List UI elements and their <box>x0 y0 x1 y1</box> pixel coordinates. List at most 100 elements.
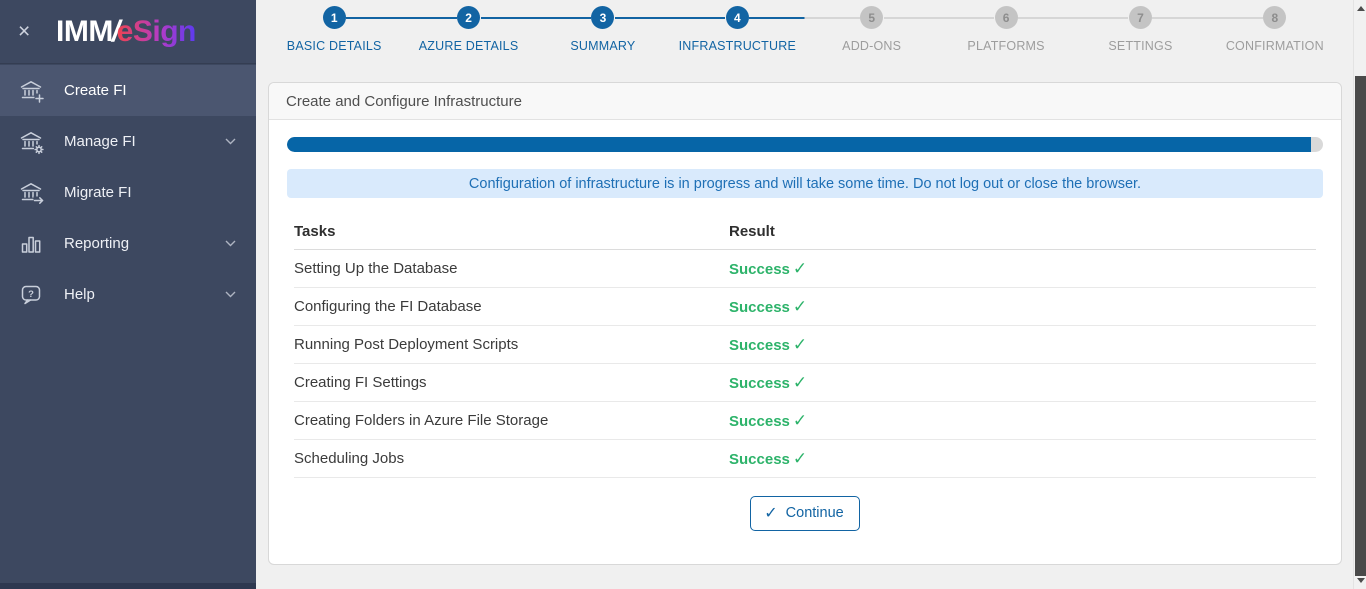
bank-plus-icon <box>18 78 44 104</box>
button-row: ✓ Continue <box>269 496 1341 531</box>
info-alert-message: Configuration of infrastructure is in pr… <box>468 175 1142 192</box>
task-result: Success ✓ <box>729 287 1316 326</box>
table-row: Creating Folders in Azure File Storage S… <box>294 401 1316 440</box>
step-connector <box>614 17 726 19</box>
step-label: SETTINGS <box>1108 39 1173 53</box>
scroll-up-icon[interactable] <box>1357 6 1365 11</box>
step-connector <box>1152 17 1263 19</box>
infrastructure-panel: Create and Configure Infrastructure Conf… <box>268 82 1342 565</box>
step-settings[interactable]: 7 SETTINGS <box>1018 6 1207 62</box>
step-infrastructure[interactable]: 4 INFRASTRUCTURE <box>614 6 804 62</box>
step-number: 4 <box>725 6 749 29</box>
task-result: Success ✓ <box>729 401 1316 440</box>
step-connector <box>749 17 860 19</box>
sidebar-item-manage-fi[interactable]: Manage FI <box>0 116 256 167</box>
logo-slash: / <box>111 14 120 48</box>
step-basic-details[interactable]: 1 BASIC DETAILS <box>267 6 401 62</box>
task-result: Success ✓ <box>729 249 1316 288</box>
table-row: Creating FI Settings Success ✓ <box>294 363 1316 402</box>
table-header-row: Tasks Result <box>294 217 1316 250</box>
check-icon: ✓ <box>792 410 808 430</box>
sidebar-item-migrate-fi[interactable]: Migrate FI <box>0 167 256 218</box>
step-label: PLATFORMS <box>967 39 1045 53</box>
scrollbar-thumb[interactable] <box>1355 76 1366 576</box>
step-number: 7 <box>1128 6 1152 29</box>
result-column-header: Result <box>729 217 1316 250</box>
step-number: 3 <box>591 6 615 29</box>
help-bubble-icon: ? <box>18 282 44 308</box>
step-label: ADD-ONS <box>842 39 902 53</box>
check-icon: ✓ <box>792 334 808 354</box>
wizard-stepper: 1 BASIC DETAILS 2 AZURE DETAILS 3 SUMMAR… <box>267 6 1342 62</box>
chevron-down-icon <box>225 240 236 247</box>
step-platforms[interactable]: 6 PLATFORMS <box>883 6 1073 62</box>
sidebar-nav: Create FI <box>0 65 256 320</box>
svg-text:?: ? <box>28 289 34 300</box>
tasks-column-header: Tasks <box>294 217 729 250</box>
app-logo: IMM/eSign <box>56 15 196 49</box>
panel-title: Create and Configure Infrastructure <box>286 92 522 110</box>
step-confirmation[interactable]: 8 CONFIRMATION <box>1152 6 1342 62</box>
scroll-down-icon[interactable] <box>1357 578 1365 583</box>
sidebar-item-label: Migrate FI <box>64 184 132 201</box>
logo-imm: IMM <box>56 14 113 48</box>
step-label: INFRASTRUCTURE <box>678 39 796 53</box>
step-azure-details[interactable]: 2 AZURE DETAILS <box>346 6 535 62</box>
step-label: SUMMARY <box>570 39 636 53</box>
step-connector <box>346 17 457 19</box>
sidebar-bottom-strip <box>0 583 256 589</box>
sidebar-item-create-fi[interactable]: Create FI <box>0 65 256 116</box>
step-number: 2 <box>457 6 481 29</box>
chevron-down-icon <box>225 138 236 145</box>
table-row: Running Post Deployment Scripts Success ✓ <box>294 325 1316 364</box>
bank-arrow-icon <box>18 180 44 206</box>
task-name: Scheduling Jobs <box>294 439 729 478</box>
sidebar-item-label: Manage FI <box>64 133 136 150</box>
step-label: CONFIRMATION <box>1225 39 1324 53</box>
task-name: Creating FI Settings <box>294 363 729 402</box>
check-icon: ✓ <box>792 372 808 392</box>
step-add-ons[interactable]: 5 ADD-ONS <box>749 6 939 62</box>
step-number: 6 <box>994 6 1018 29</box>
step-number: 8 <box>1263 6 1287 29</box>
close-icon[interactable]: × <box>18 20 31 43</box>
step-number: 5 <box>860 6 884 29</box>
step-label: AZURE DETAILS <box>418 39 519 53</box>
check-icon: ✓ <box>792 258 808 278</box>
task-result: Success ✓ <box>729 439 1316 478</box>
sidebar-item-label: Reporting <box>64 235 130 252</box>
check-icon: ✓ <box>792 296 808 316</box>
bar-chart-icon <box>18 231 44 257</box>
task-name: Setting Up the Database <box>294 249 729 288</box>
sidebar-item-help[interactable]: ? Help <box>0 269 256 320</box>
check-icon: ✓ <box>792 448 808 468</box>
continue-button[interactable]: ✓ Continue <box>750 496 860 531</box>
step-connector <box>480 17 591 19</box>
sidebar-item-reporting[interactable]: Reporting <box>0 218 256 269</box>
continue-button-label: Continue <box>785 505 844 521</box>
task-name: Creating Folders in Azure File Storage <box>294 401 729 440</box>
step-connector <box>883 17 995 19</box>
bank-gear-icon <box>18 129 44 155</box>
vertical-scrollbar[interactable] <box>1353 0 1366 589</box>
progress-bar <box>287 137 1323 152</box>
table-row: Scheduling Jobs Success ✓ <box>294 439 1316 478</box>
step-number: 1 <box>322 6 346 29</box>
step-connector <box>1018 17 1129 19</box>
tasks-table: Tasks Result Setting Up the Database Suc… <box>294 217 1316 478</box>
task-name: Configuring the FI Database <box>294 287 729 326</box>
table-row: Setting Up the Database Success ✓ <box>294 249 1316 288</box>
info-alert: Configuration of infrastructure is in pr… <box>287 169 1323 198</box>
progress-bar-fill <box>287 137 1311 152</box>
chevron-down-icon <box>225 291 236 298</box>
panel-header: Create and Configure Infrastructure <box>269 83 1341 120</box>
task-result: Success ✓ <box>729 325 1316 364</box>
task-name: Running Post Deployment Scripts <box>294 325 729 364</box>
step-label: BASIC DETAILS <box>286 39 382 53</box>
sidebar: × IMM/eSign Create FI <box>0 0 256 589</box>
logo-esign: eSign <box>116 14 197 48</box>
step-summary[interactable]: 3 SUMMARY <box>480 6 670 62</box>
sidebar-header: × IMM/eSign <box>0 0 256 64</box>
check-icon: ✓ <box>764 505 778 522</box>
table-row: Configuring the FI Database Success ✓ <box>294 287 1316 326</box>
